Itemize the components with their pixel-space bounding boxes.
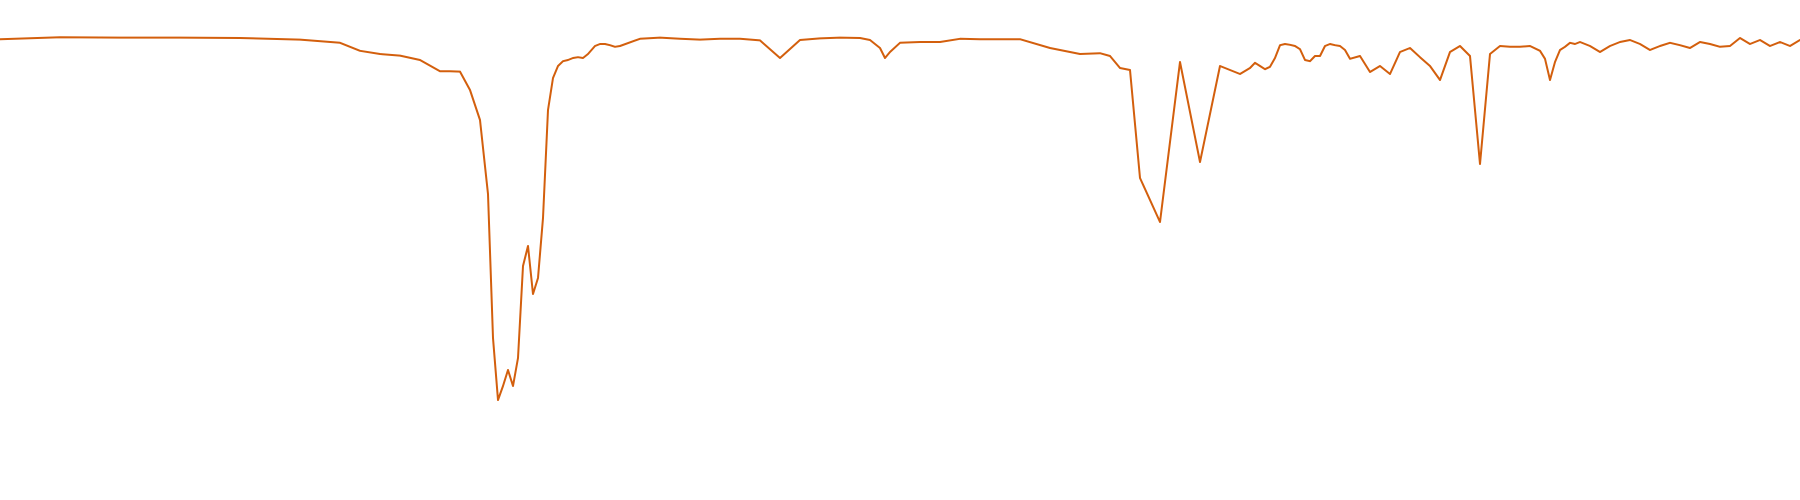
series-line [0, 36, 1800, 401]
plot-area [0, 36, 1800, 401]
